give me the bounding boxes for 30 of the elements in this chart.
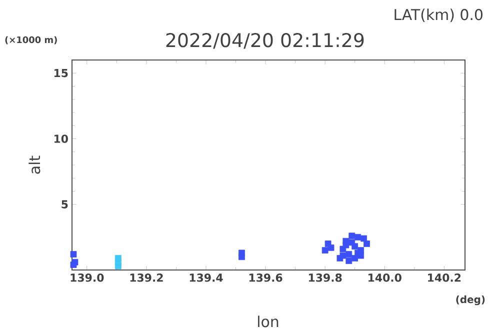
x-tick-label: 139.8 [308,274,342,282]
point [238,250,245,256]
point [340,252,346,259]
x-axis-title: lon [258,316,278,328]
x-tick-label: 139.0 [70,274,104,282]
point [70,251,77,258]
y-axis-title: alt [28,156,40,174]
point [322,247,328,254]
point [72,258,78,266]
text: (×1000 m) [5,36,57,44]
y-tick-label: 10 [54,134,68,143]
y-tick-label: 5 [62,200,68,208]
x-tick-label: 140.0 [368,274,402,282]
text: (deg) [456,295,485,306]
point [346,258,352,264]
point [360,235,367,242]
x-tick-label: 139.2 [130,274,163,282]
x-tick-label: 140.2 [428,274,461,282]
y-tick-label: 15 [54,69,68,78]
point [348,239,356,246]
point [354,234,362,240]
point [364,240,370,247]
x-tick-label: 139.6 [249,274,282,282]
point [328,244,334,251]
point [342,242,350,248]
point [348,232,356,240]
point [114,255,122,262]
chart-subtitle: LAT(km) 0.0 [394,8,482,22]
x-tick-label: 139.4 [190,274,223,282]
chart-title: 2022/04/20 02:11:29 [166,32,364,49]
